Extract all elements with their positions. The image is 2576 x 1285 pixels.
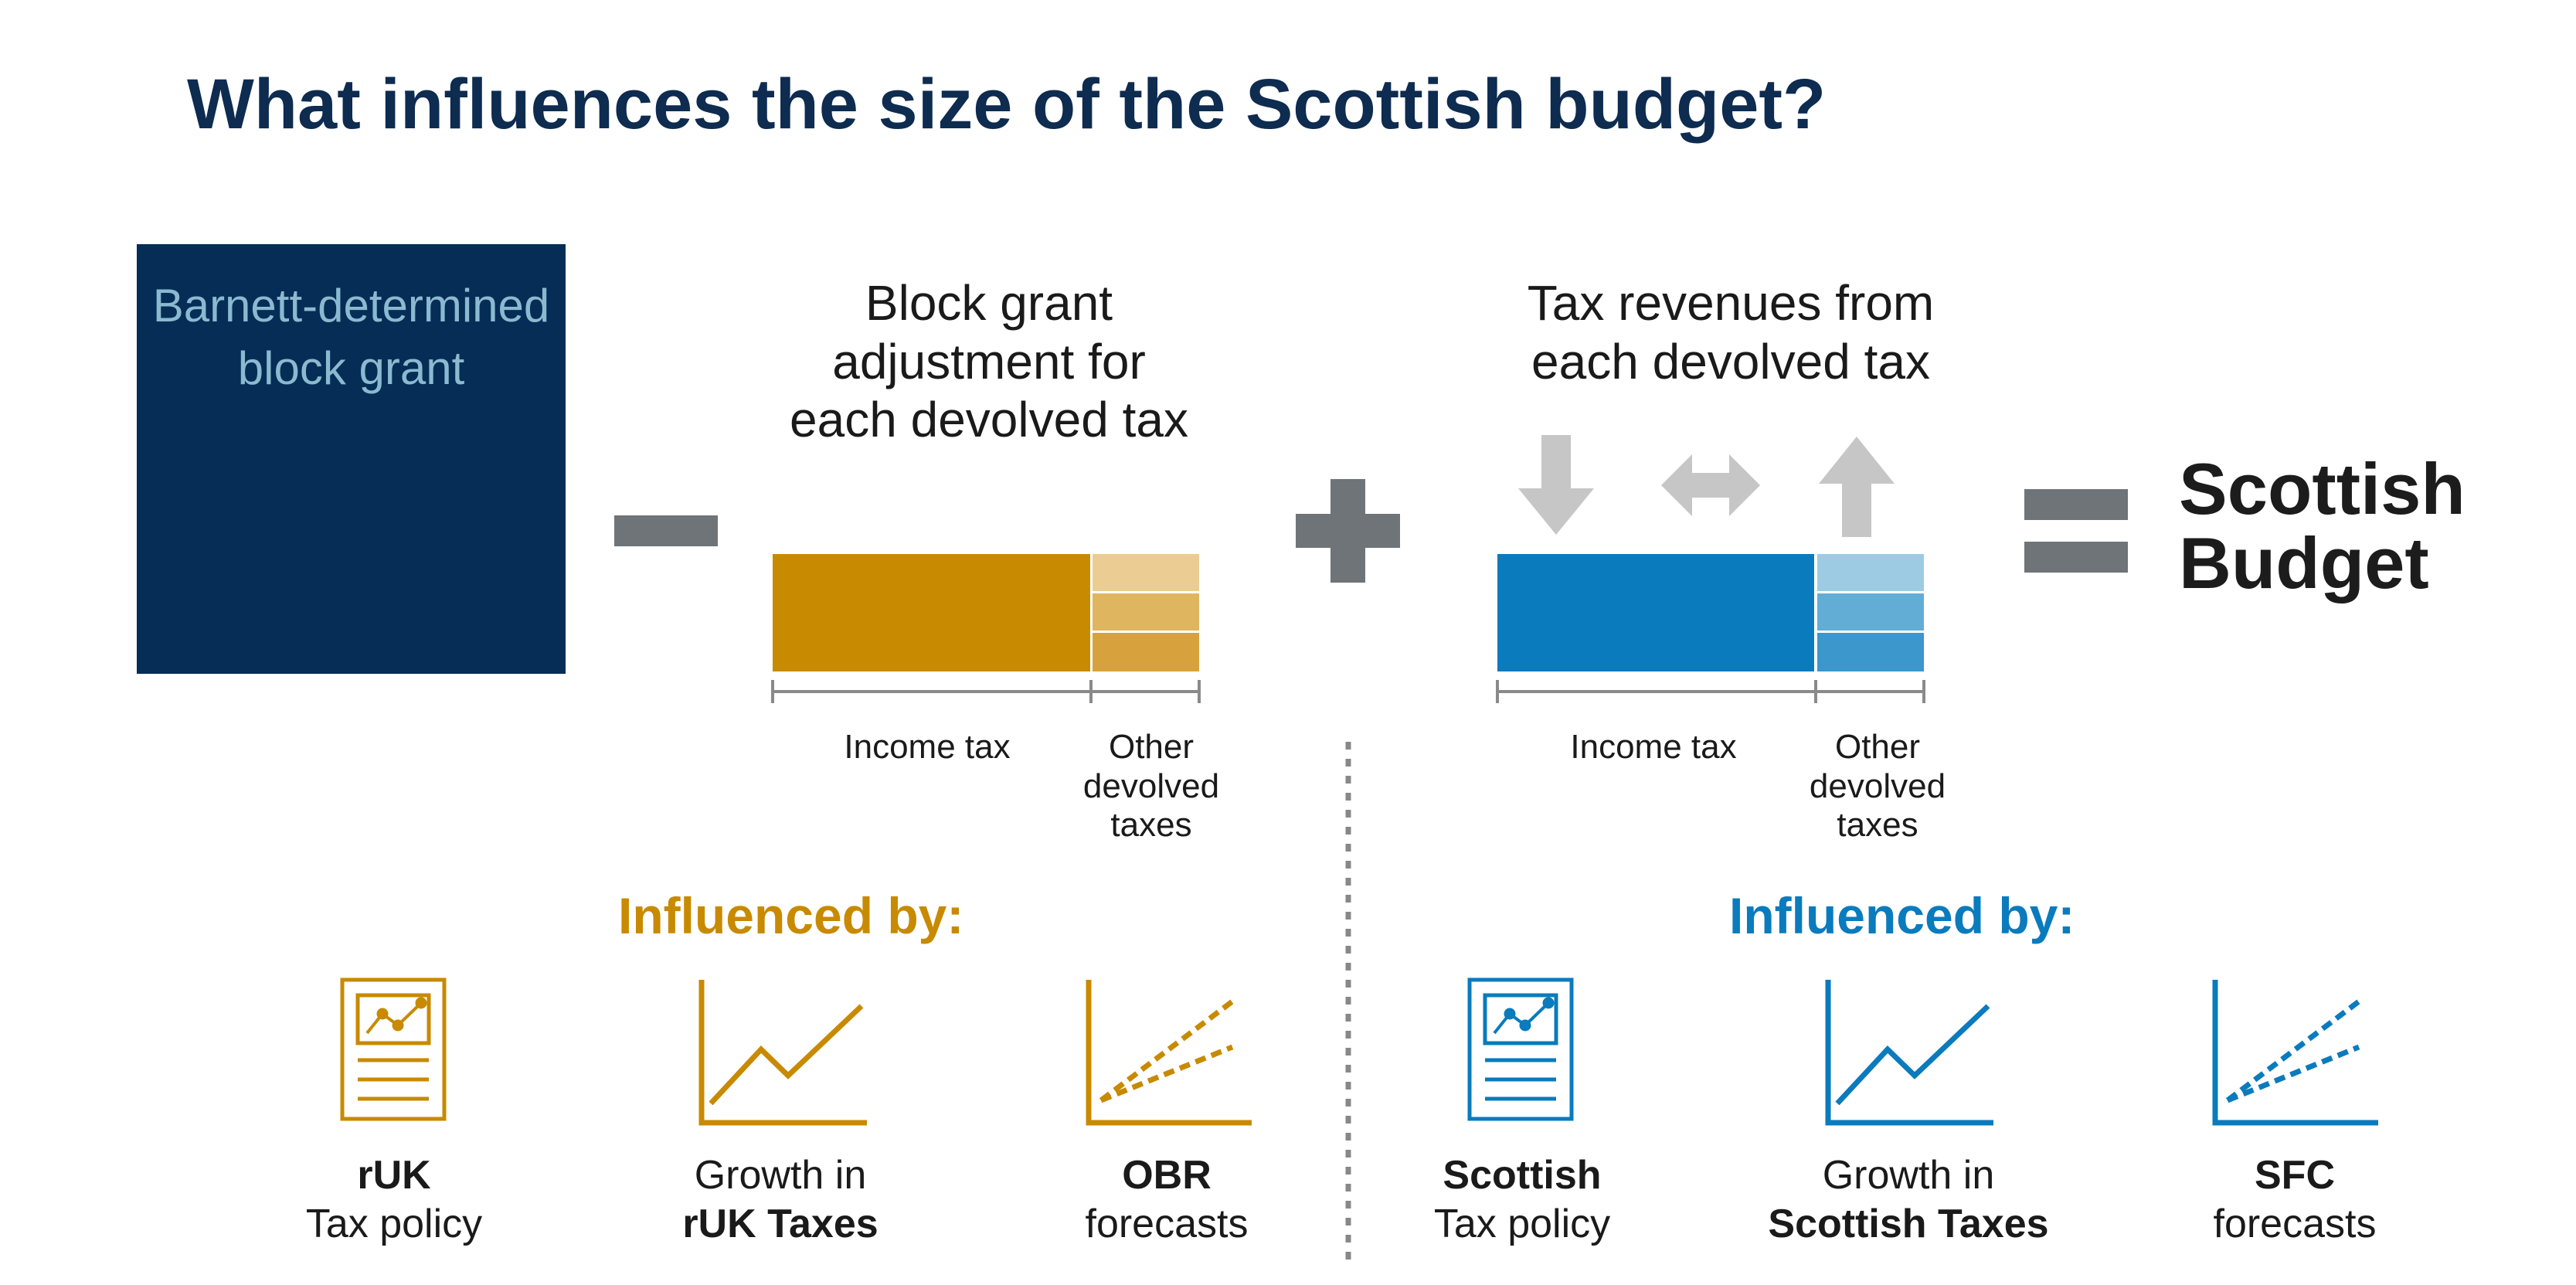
- result-line-1: Scottish: [2179, 448, 2466, 529]
- scottish-budget-result: Scottish Budget: [2179, 452, 2503, 600]
- tax-revenues-heading: Tax revenues from each devolved tax: [1460, 274, 2001, 391]
- bga-income-tax-segment: [773, 554, 1090, 671]
- caption-growth-ruk-taxes: Growth in rUK Taxes: [626, 1151, 935, 1249]
- left-influenced-by-heading: Influenced by:: [618, 887, 964, 944]
- left-right-arrow-icon: [1661, 454, 1760, 516]
- tax-other-taxes-label: Other devolved taxes: [1785, 728, 1970, 845]
- bga-heading-line-2: adjustment for: [832, 333, 1146, 389]
- growth-chart-icon: [1825, 980, 1993, 1126]
- plus-operator: [1296, 479, 1400, 583]
- bga-other-segment-2: [1093, 593, 1199, 631]
- caption-scottish-tax-policy: Scottish Tax policy: [1383, 1151, 1661, 1249]
- barnett-label-line-2: block grant: [237, 342, 465, 394]
- forecast-chart-icon: [2212, 980, 2378, 1126]
- caption-ruk-tax-policy: rUK Tax policy: [255, 1151, 533, 1249]
- tax-other-line-1: Other: [1834, 728, 1921, 766]
- tax-income-tax-segment: [1497, 554, 1814, 671]
- policy-document-icon: [1467, 977, 1574, 1121]
- caption-bold: Scottish: [1443, 1153, 1602, 1198]
- caption-bold: Scottish Taxes: [1768, 1202, 2049, 1247]
- bga-heading-line-1: Block grant: [865, 275, 1113, 331]
- caption-normal: Tax policy: [1433, 1202, 1611, 1247]
- up-arrow-icon: [1819, 437, 1895, 537]
- tax-other-segment-2: [1817, 593, 1924, 631]
- policy-document-icon: [340, 977, 447, 1121]
- bga-other-line-2: devolved: [1082, 767, 1220, 805]
- tax-other-line-3: taxes: [1837, 806, 1918, 845]
- down-arrow-icon: [1518, 435, 1594, 535]
- growth-chart-icon: [698, 980, 867, 1126]
- bga-other-segment-3: [1093, 633, 1199, 671]
- caption-sfc-forecasts: SFC forecasts: [2156, 1151, 2434, 1249]
- tax-heading-line-1: Tax revenues from: [1527, 275, 1935, 331]
- barnett-block-grant-label: Barnett-determined block grant: [137, 274, 566, 399]
- tax-other-line-2: devolved: [1809, 767, 1946, 805]
- page-title: What influences the size of the Scottish…: [187, 65, 1827, 144]
- block-grant-adjustment-heading: Block grant adjustment for each devolved…: [719, 274, 1259, 450]
- caption-normal: Growth in: [1822, 1153, 1995, 1198]
- tax-other-segment-3: [1817, 633, 1924, 671]
- tax-other-segment-1: [1817, 554, 1924, 591]
- bga-other-segment-1: [1093, 554, 1199, 591]
- caption-normal: Growth in: [694, 1153, 867, 1198]
- caption-obr-forecasts: OBR forecasts: [1028, 1151, 1306, 1249]
- tax-heading-line-2: each devolved tax: [1531, 333, 1930, 389]
- tax-bracket: [1496, 680, 1925, 703]
- caption-bold: rUK: [357, 1153, 431, 1198]
- bga-heading-line-3: each devolved tax: [790, 392, 1188, 448]
- caption-bold: rUK Taxes: [682, 1202, 878, 1247]
- bga-bracket: [771, 680, 1201, 703]
- caption-normal: forecasts: [1085, 1202, 1249, 1247]
- bga-other-taxes-label: Other devolved taxes: [1059, 728, 1244, 845]
- caption-bold: OBR: [1122, 1153, 1212, 1198]
- forecast-chart-icon: [1086, 980, 1252, 1126]
- barnett-block-grant-box: [137, 244, 566, 674]
- bga-income-tax-label: Income tax: [844, 728, 1011, 766]
- minus-operator: [614, 515, 718, 546]
- caption-normal: Tax policy: [305, 1202, 483, 1247]
- right-influenced-by-heading: Influenced by:: [1729, 887, 2075, 944]
- caption-growth-scottish-taxes: Growth in Scottish Taxes: [1731, 1151, 2086, 1249]
- bga-other-line-3: taxes: [1110, 806, 1192, 845]
- caption-normal: forecasts: [2213, 1202, 2377, 1247]
- equals-operator: [2024, 489, 2128, 573]
- tax-income-tax-label: Income tax: [1570, 728, 1737, 766]
- caption-bold: SFC: [2255, 1153, 2335, 1198]
- result-line-2: Budget: [2179, 522, 2429, 603]
- bga-other-line-1: Other: [1108, 728, 1195, 766]
- barnett-label-line-1: Barnett-determined: [152, 280, 550, 331]
